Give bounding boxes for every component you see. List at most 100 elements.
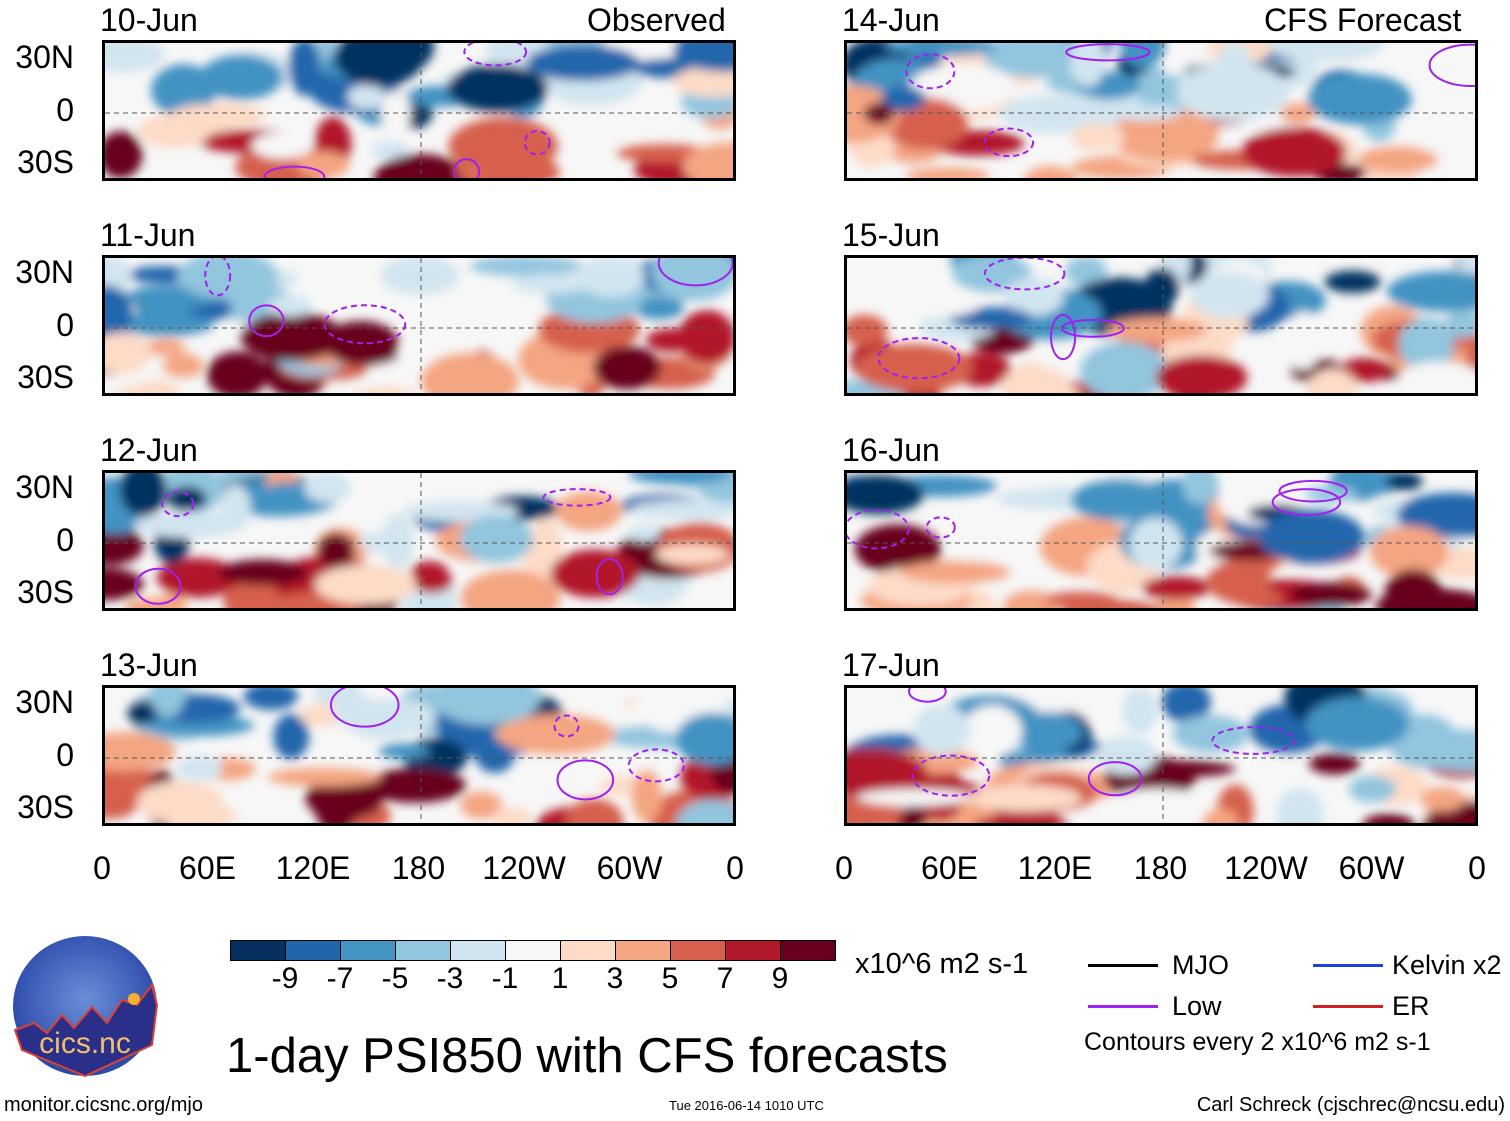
anomaly-region <box>218 559 308 586</box>
anomaly-region <box>150 64 217 117</box>
colorbar-swatch <box>780 940 836 961</box>
legend-low-line <box>1088 1005 1158 1008</box>
anomaly-region <box>863 102 895 125</box>
colorbar-units: x10^6 m2 s-1 <box>855 948 1029 980</box>
anomaly-region <box>371 699 435 734</box>
colorbar-swatch <box>670 940 726 961</box>
anomaly-region <box>1217 43 1252 88</box>
anomaly-region <box>1014 711 1083 752</box>
anomaly-region <box>380 258 459 295</box>
panel-date-label: 17-Jun <box>842 647 940 683</box>
lat-tick-label: 0 <box>56 307 74 343</box>
lon-tick-label: 120W <box>482 850 566 886</box>
anomaly-region <box>847 314 888 347</box>
anomaly-region <box>373 154 468 178</box>
low-contour <box>627 748 685 783</box>
map-panel <box>844 255 1478 396</box>
anomaly-region <box>117 312 214 336</box>
footer-url[interactable]: monitor.cicsnc.org/mjo <box>4 1094 203 1116</box>
legend-mjo-line <box>1088 964 1158 967</box>
anomaly-region <box>1080 341 1169 393</box>
anomaly-region <box>105 43 166 73</box>
anomaly-region <box>847 748 928 799</box>
anomaly-region <box>163 353 204 378</box>
anomaly-region <box>460 791 503 819</box>
anomaly-region <box>855 344 973 393</box>
footer-author: Carl Schreck (cjschrec@ncsu.edu) <box>1196 1094 1505 1116</box>
anomaly-region <box>1286 311 1322 370</box>
lon-tick-label: 0 <box>1468 850 1486 886</box>
anomaly-region <box>150 688 186 718</box>
anomaly-region <box>297 151 350 178</box>
anomaly-region <box>631 770 662 823</box>
anomaly-region <box>900 560 1011 584</box>
anomaly-region <box>983 43 1085 78</box>
anomaly-region <box>273 713 310 760</box>
low-contour <box>1211 726 1296 755</box>
anomaly-region <box>1111 108 1219 162</box>
anomaly-region <box>127 700 161 727</box>
legend-kelvin-line <box>1313 964 1383 967</box>
anomaly-region <box>857 788 973 806</box>
anomaly-region <box>854 524 942 575</box>
lon-tick-label: 60E <box>179 850 236 886</box>
anomaly-region <box>332 694 381 729</box>
map-panel <box>844 470 1478 611</box>
anomaly-region <box>893 290 980 318</box>
anomaly-region <box>593 346 662 390</box>
lat-tick-label: 30S <box>17 574 74 610</box>
anomaly-region <box>156 557 240 598</box>
cics-logo: cics.nc <box>12 935 159 1078</box>
low-contour <box>523 130 551 156</box>
anomaly-region <box>1119 43 1166 68</box>
low-contour <box>1278 479 1348 503</box>
low-contour <box>556 759 615 801</box>
anomaly-region <box>136 781 224 823</box>
anomaly-region <box>1070 43 1106 88</box>
colorbar-label: 7 <box>716 962 734 995</box>
anomaly-region <box>492 807 532 823</box>
anomaly-region <box>475 741 514 773</box>
anomaly-region <box>655 544 729 565</box>
low-contour <box>983 127 1035 158</box>
anomaly-region <box>1176 62 1290 122</box>
anomaly-region <box>629 499 733 520</box>
anomaly-region <box>1357 146 1439 173</box>
anomaly-region <box>1206 559 1271 603</box>
anomaly-region <box>410 569 453 594</box>
anomaly-region <box>1141 576 1210 600</box>
low-contour <box>595 558 624 596</box>
panel-date-label: 16-Jun <box>842 432 940 468</box>
anomaly-region <box>1106 317 1207 343</box>
anomaly-region <box>447 64 549 112</box>
panel-date-label: 14-Jun <box>842 2 940 38</box>
anomaly-region <box>1307 73 1412 125</box>
anomaly-region <box>421 353 519 393</box>
anomaly-region <box>1022 744 1066 763</box>
anomaly-region <box>379 743 430 760</box>
lon-tick-label: 0 <box>93 850 111 886</box>
legend-mjo-label: MJO <box>1172 950 1229 980</box>
anomaly-region <box>1398 317 1455 371</box>
anomaly-region <box>240 312 344 362</box>
anomaly-region <box>627 524 661 542</box>
anomaly-region <box>1003 590 1061 608</box>
lon-tick-label: 120W <box>1224 850 1308 886</box>
anomaly-region <box>1362 813 1415 823</box>
colorbar-swatch <box>725 940 781 961</box>
anomaly-region <box>999 95 1102 134</box>
map-panel <box>102 40 736 181</box>
anomaly-region <box>974 814 1068 823</box>
lon-tick-label: 60W <box>596 850 663 886</box>
low-contour <box>1065 43 1151 62</box>
anomaly-region <box>996 488 1080 509</box>
anomaly-region <box>913 704 971 756</box>
colorbar-label: -1 <box>491 962 519 995</box>
low-contour <box>1060 318 1125 338</box>
anomaly-region <box>1369 525 1449 578</box>
colorbar-label: 5 <box>661 962 679 995</box>
colorbar-label: -9 <box>271 962 299 995</box>
anomaly-region <box>167 486 207 512</box>
anomaly-region <box>673 43 733 72</box>
anomaly-region <box>634 297 684 320</box>
